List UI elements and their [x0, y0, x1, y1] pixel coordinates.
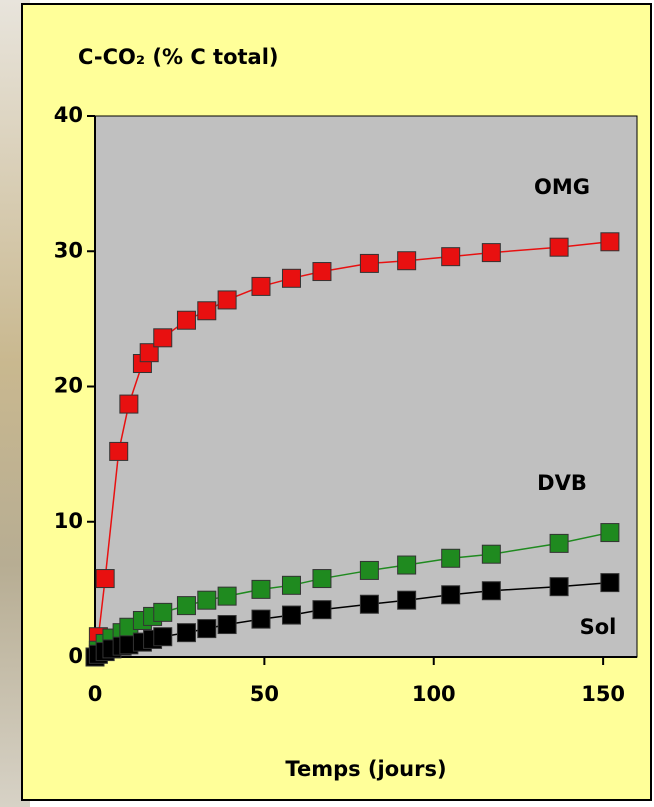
series-label: OMG: [534, 175, 590, 199]
marker: [312, 569, 332, 589]
x-tick-label: 150: [581, 682, 625, 706]
marker: [217, 615, 237, 635]
series-label: Sol: [580, 615, 617, 639]
marker: [397, 590, 417, 610]
marker: [359, 253, 379, 273]
marker: [119, 394, 139, 414]
marker: [481, 544, 501, 564]
marker: [359, 594, 379, 614]
y-tick-label: 10: [54, 509, 83, 533]
marker: [197, 590, 217, 610]
marker: [176, 310, 196, 330]
marker: [441, 585, 461, 605]
y-tick-label: 0: [68, 644, 83, 668]
marker: [549, 533, 569, 553]
marker: [153, 328, 173, 348]
y-axis-label: C-CO₂ (% C total): [78, 45, 279, 69]
series-label: DVB: [537, 471, 587, 495]
marker: [251, 276, 271, 296]
x-tick-label: 50: [250, 682, 279, 706]
x-axis-label: Temps (jours): [285, 757, 446, 781]
marker: [109, 441, 129, 461]
marker: [281, 575, 301, 595]
marker: [359, 560, 379, 580]
marker: [441, 548, 461, 568]
marker: [441, 247, 461, 267]
marker: [397, 555, 417, 575]
marker: [176, 623, 196, 643]
marker: [251, 609, 271, 629]
marker: [217, 586, 237, 606]
marker: [600, 232, 620, 252]
y-tick-label: 40: [54, 103, 83, 127]
marker: [549, 577, 569, 597]
marker: [312, 600, 332, 620]
marker: [549, 237, 569, 257]
marker: [197, 619, 217, 639]
y-tick-label: 20: [54, 374, 83, 398]
marker: [153, 602, 173, 622]
marker: [481, 243, 501, 263]
x-tick-label: 100: [412, 682, 456, 706]
marker: [312, 262, 332, 282]
marker: [153, 627, 173, 647]
marker: [600, 523, 620, 543]
y-tick-label: 30: [54, 238, 83, 262]
marker: [251, 579, 271, 599]
marker: [281, 605, 301, 625]
marker: [176, 596, 196, 616]
marker: [95, 569, 115, 589]
marker: [600, 573, 620, 593]
marker: [481, 581, 501, 601]
marker: [281, 268, 301, 288]
marker: [139, 343, 159, 363]
marker: [197, 301, 217, 321]
marker: [397, 251, 417, 271]
x-tick-label: 0: [88, 682, 103, 706]
marker: [217, 290, 237, 310]
